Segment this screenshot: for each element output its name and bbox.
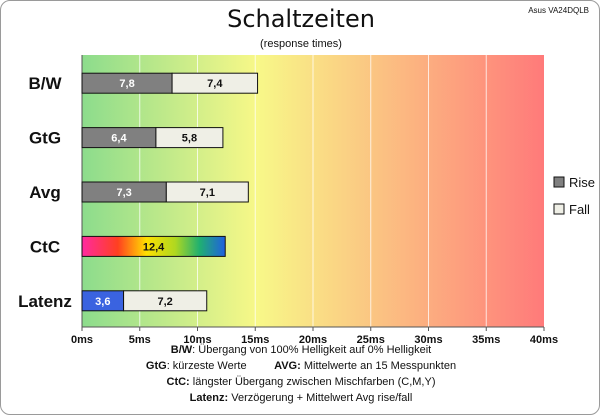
note-avg-key: AVG: [274, 360, 301, 372]
note-avg-text: Mittelwerte an 15 Messpunkten [300, 360, 457, 372]
x-tick-label: 10ms [183, 334, 211, 346]
ctc-bar [81, 235, 226, 257]
x-tick-label: 15ms [241, 334, 269, 346]
note-bw-text: : Übergang von 100% Helligkeit auf 0% He… [192, 344, 432, 356]
legend-rise-swatch [553, 176, 565, 188]
monitor-model: Asus VA24DQLB [528, 6, 589, 15]
note-ctc-text: längster Übergang zwischen Mischfarben (… [189, 376, 436, 388]
rise-value-label: 3,6 [95, 296, 110, 308]
legend-fall-swatch [553, 203, 565, 215]
note-latency: Latenz: Verzögerung + Mittelwert Avg ris… [1, 392, 599, 404]
x-tick-label: 5ms [129, 334, 151, 346]
ctc-value-label: 12,4 [143, 241, 165, 253]
category-label: GtG [29, 129, 61, 148]
note-ctc-key: CtC: [166, 376, 190, 388]
fall-bar [165, 181, 249, 203]
note-ctc: CtC: längster Übergang zwischen Mischfar… [1, 376, 599, 388]
category-label: Avg [29, 183, 61, 202]
fall-value-label: 7,2 [158, 296, 173, 308]
x-tick-label: 0ms [71, 334, 93, 346]
rise-value-label: 6,4 [111, 133, 127, 145]
fall-bar [155, 127, 224, 149]
chart-title: Schaltzeiten [227, 5, 375, 33]
fall-value-label: 5,8 [182, 133, 197, 145]
rise-value-label: 7,8 [119, 78, 134, 90]
chart-subtitle: (response times) [260, 38, 342, 50]
category-label: B/W [28, 74, 62, 93]
x-tick-label: 25ms [357, 334, 385, 346]
x-tick-label: 30ms [414, 334, 442, 346]
fall-value-label: 7,4 [207, 78, 223, 90]
category-label: CtC [30, 237, 60, 256]
rise-value-label: 7,3 [117, 187, 132, 199]
note-gtg-avg: GtG: kürzeste Werte AVG: Mittelwerte an … [1, 360, 599, 372]
note-latency-key: Latenz: [189, 392, 229, 404]
category-label: Latenz [18, 292, 72, 311]
note-bw: B/W: Übergang von 100% Helligkeit auf 0%… [1, 344, 599, 356]
note-gtg-text: : kürzeste Werte [166, 360, 247, 372]
fall-bar [123, 290, 208, 312]
fall-bar [171, 72, 259, 94]
fall-value-label: 7,1 [200, 187, 215, 199]
note-bw-key: B/W [170, 344, 193, 356]
note-latency-text: Verzögerung + Mittelwert Avg rise/fall [228, 392, 413, 404]
x-tick-label: 20ms [299, 334, 327, 346]
x-tick-label: 35ms [472, 334, 500, 346]
legend-fall-label: Fall [569, 202, 590, 217]
x-tick-label: 40ms [530, 334, 558, 346]
legend-rise-label: Rise [569, 175, 595, 190]
note-gtg-key: GtG [145, 360, 167, 372]
